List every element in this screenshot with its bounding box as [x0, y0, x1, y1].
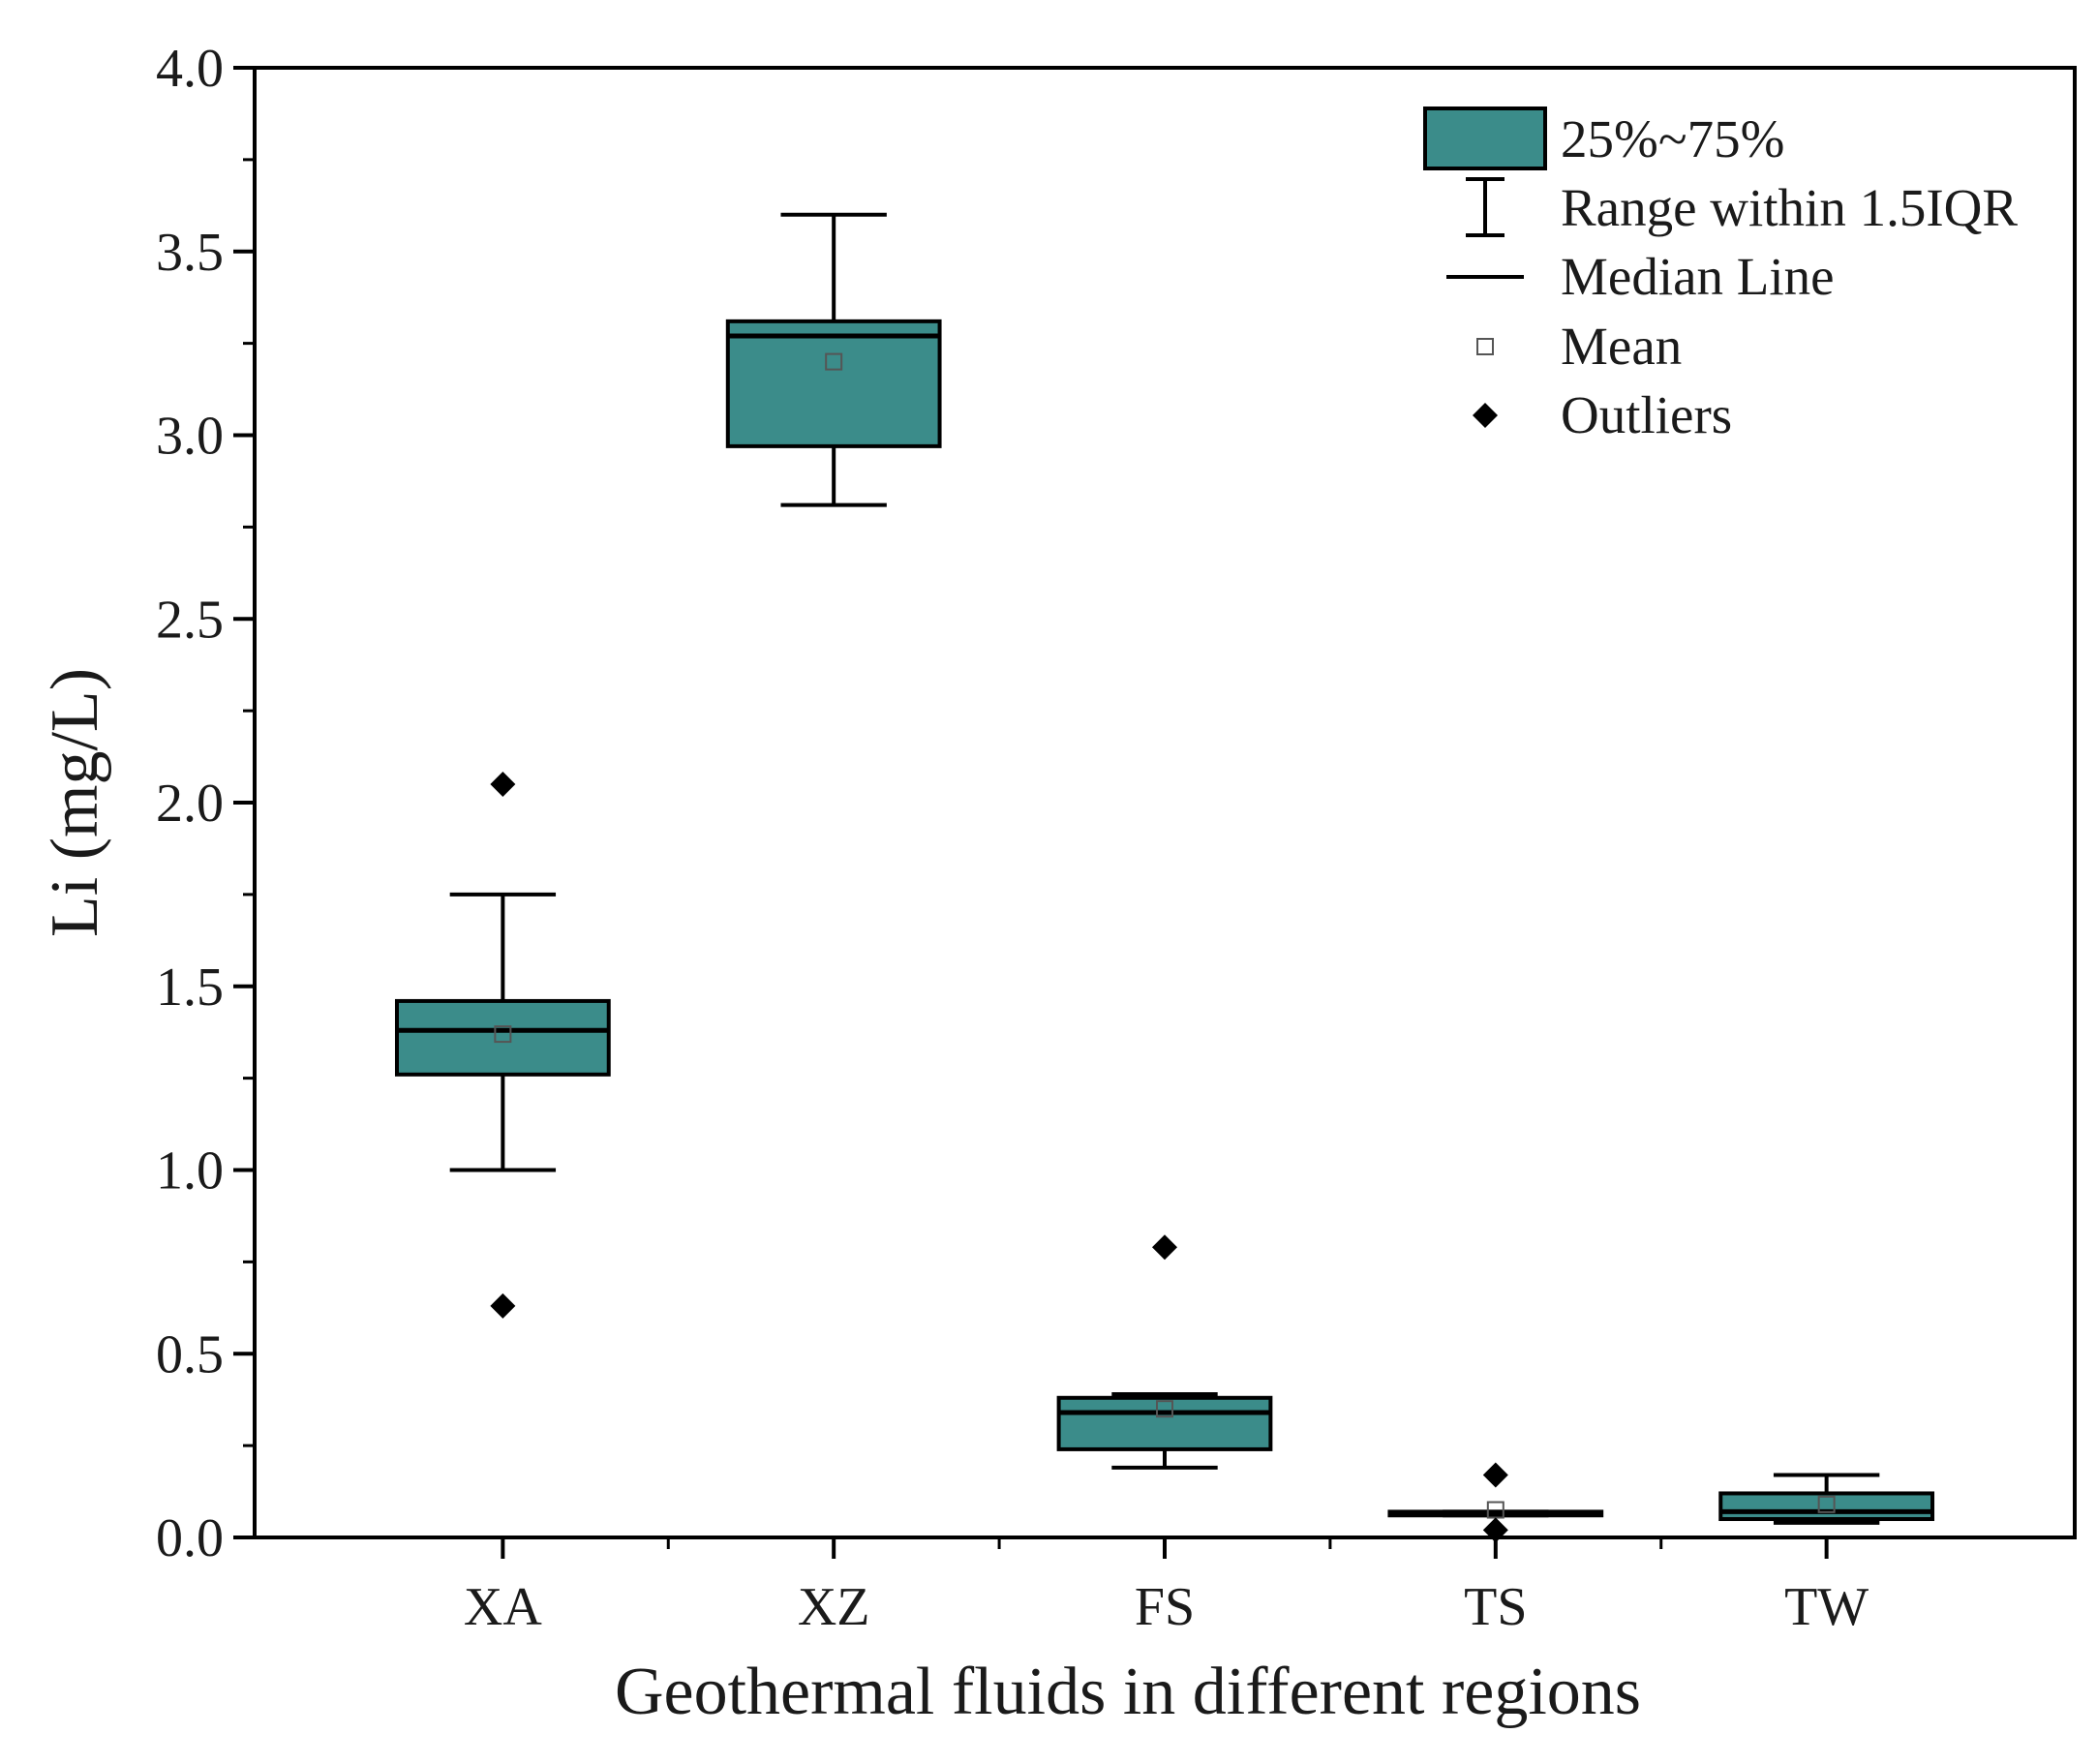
legend-label: Mean [1561, 317, 1682, 376]
legend: 25%~75% Range within 1.5IQR Median Line Mea… [1423, 106, 2018, 444]
y-tick-label: 1.5 [156, 958, 224, 1018]
box-iqr [394, 998, 611, 1077]
y-tick-label: 3.0 [156, 407, 224, 467]
x-tick-label: XA [464, 1577, 542, 1637]
y-tick-label: 2.5 [156, 590, 224, 650]
y-tick-label: 0.0 [156, 1508, 224, 1568]
box-group-ts [1387, 1462, 1604, 1543]
legend-label: Range within 1.5IQR [1561, 178, 2018, 237]
outlier-point [490, 1293, 516, 1319]
box-iqr [1056, 1395, 1273, 1451]
box-group-tw [1718, 1473, 1935, 1525]
legend-outlier-swatch [1473, 403, 1498, 428]
mean-marker [1156, 1400, 1173, 1418]
x-tick-label: TW [1784, 1577, 1869, 1637]
mean-marker [825, 352, 843, 371]
y-axis-title: Li (mg/L) [38, 668, 112, 937]
plot-frame [253, 66, 2077, 1539]
y-tick-label: 3.5 [156, 223, 224, 283]
legend-label: 25%~75% [1561, 109, 1784, 168]
legend-mean-swatch [1476, 338, 1494, 355]
legend-label: Median Line [1561, 247, 1835, 306]
x-axis-title: Geothermal fluids in different regions [615, 1655, 1641, 1729]
box-iqr [725, 319, 942, 448]
mean-marker [494, 1025, 512, 1044]
legend-box-swatch [1423, 106, 1547, 170]
x-tick-label: FS [1135, 1577, 1195, 1637]
y-tick-label: 0.5 [156, 1324, 224, 1384]
outlier-point [1482, 1462, 1508, 1488]
y-tick-label: 4.0 [156, 39, 224, 99]
y-tick-label: 2.0 [156, 774, 224, 834]
outlier-point [1152, 1234, 1177, 1261]
box-group-xz [725, 212, 942, 507]
legend-label: Outliers [1561, 385, 1732, 444]
x-tick-label: XZ [798, 1577, 870, 1637]
box-iqr [1718, 1491, 1935, 1522]
outlier-point [490, 772, 516, 798]
box-group-xa [394, 772, 611, 1319]
plot-layer: 0.0 0.5 1.0 1.5 2.0 2.5 3.0 3.5 4.0 XA XZ FS TS TW [156, 39, 1935, 1637]
y-tick-label: 1.0 [156, 1141, 224, 1201]
mean-marker [1817, 1495, 1836, 1513]
box-group-fs [1056, 1234, 1273, 1470]
x-tick-label: TS [1464, 1577, 1527, 1637]
